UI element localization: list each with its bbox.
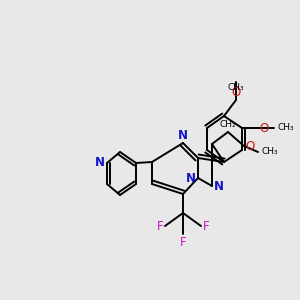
Text: N: N (214, 179, 224, 193)
Text: O: O (245, 140, 254, 152)
Text: CH₂: CH₂ (220, 120, 236, 129)
Text: CH₃: CH₃ (261, 148, 278, 157)
Text: F: F (180, 236, 186, 249)
Text: CH₃: CH₃ (228, 83, 244, 92)
Text: N: N (186, 172, 196, 184)
Text: O: O (259, 122, 268, 134)
Text: F: F (156, 220, 163, 232)
Text: CH₃: CH₃ (277, 124, 294, 133)
Text: N: N (95, 157, 105, 169)
Text: O: O (231, 86, 241, 99)
Text: N: N (178, 129, 188, 142)
Text: F: F (203, 220, 210, 232)
